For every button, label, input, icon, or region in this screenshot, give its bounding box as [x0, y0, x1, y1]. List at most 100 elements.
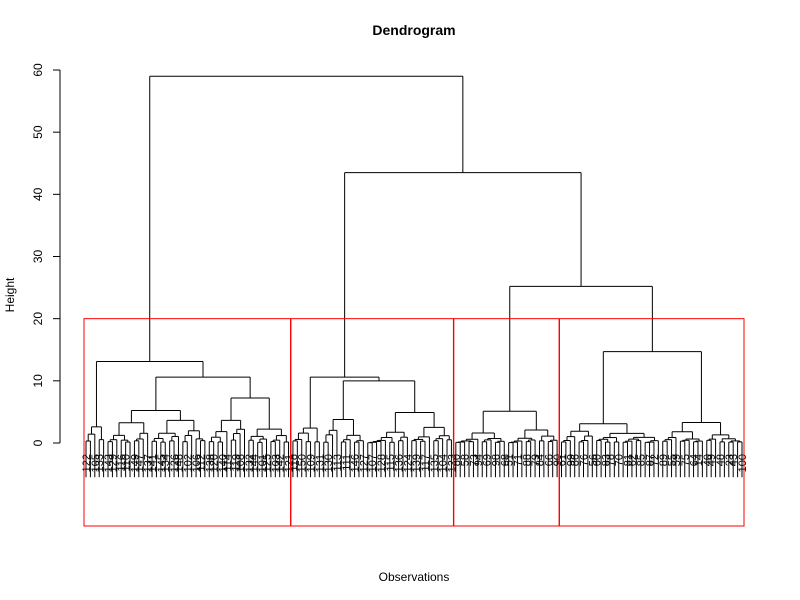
leaf-label: 75 [680, 454, 692, 466]
leaf-label: 90 [552, 454, 564, 466]
leaf-label: 130 [323, 454, 335, 472]
leaf-label: 144 [248, 454, 260, 472]
y-tick-label: 40 [31, 187, 45, 201]
leaf-label: 66 [543, 454, 555, 466]
y-tick-label: 10 [31, 374, 45, 388]
leaf-label: 94 [473, 454, 485, 466]
leaf-label: 115 [385, 454, 397, 472]
leaf-label: 107 [367, 454, 379, 472]
leaf-label: 72 [649, 454, 661, 466]
leaf-label: 126 [169, 454, 181, 472]
leaf-label: 137 [143, 454, 155, 472]
leaf-label: 129 [107, 454, 119, 472]
leaf-label: 86 [570, 454, 582, 466]
leaf-label: 88 [521, 454, 533, 466]
leaf-label: 146 [350, 454, 362, 472]
leaf-label: 48 [715, 454, 727, 466]
leaf-label: 69 [482, 454, 494, 466]
leaf-label: 40 [702, 454, 714, 466]
chart-title: Dendrogram [372, 22, 455, 38]
leaf-label: 149 [129, 454, 141, 472]
leaf-label: 127 [358, 454, 370, 472]
leaf-label: 64 [689, 454, 701, 466]
leaf-label: 104 [438, 454, 450, 472]
leaf-label: 105 [90, 454, 102, 472]
leaf-label: 79 [530, 454, 542, 466]
leaf-label: 59 [671, 454, 683, 466]
leaf-label: 117 [420, 454, 432, 472]
leaf-label: 43 [728, 454, 740, 466]
leaf-label: 87 [645, 454, 657, 466]
leaf-label: 121 [284, 454, 296, 472]
leaf-label: 138 [204, 454, 216, 472]
leaf-label: 23 [724, 454, 736, 466]
y-tick-label: 20 [31, 312, 45, 326]
leaf-label: 76 [579, 454, 591, 466]
leaf-label: 120 [209, 454, 221, 472]
y-tick-label: 60 [31, 63, 45, 77]
y-tick-label: 50 [31, 125, 45, 139]
leaf-label: 14 [693, 454, 705, 466]
leaf-label: 89 [658, 454, 670, 466]
leaf-label: 110 [121, 454, 133, 472]
y-tick-label: 30 [31, 250, 45, 264]
leaf-label: 134 [160, 454, 172, 472]
leaf-label: 145 [156, 454, 168, 472]
leaf-labels: 1221051331431291161101491471371411451341… [81, 454, 749, 472]
leaf-label: 150 [297, 454, 309, 472]
x-axis-label: Observations [379, 570, 450, 584]
leaf-label: 114 [222, 454, 234, 472]
y-axis: 0 10 20 30 40 50 60 [31, 63, 61, 446]
leaf-label: 103 [270, 454, 282, 472]
dendrogram-tree [85, 75, 743, 478]
leaf-label: 133 [94, 454, 106, 472]
leaf-label: 56 [587, 454, 599, 466]
leaf-label: 135 [429, 454, 441, 472]
leaf-label: 132 [244, 454, 256, 472]
leaf-label: 49 [706, 454, 718, 466]
leaf-label: 123 [446, 454, 458, 472]
leaf-label: 116 [116, 454, 128, 472]
leaf-label: 109 [306, 454, 318, 472]
leaf-label: 68 [499, 454, 511, 466]
leaf-label: 71 [512, 454, 524, 466]
leaf-label: 73 [468, 454, 480, 466]
leaf-label: 143 [103, 454, 115, 472]
leaf-label: 136 [394, 454, 406, 472]
leaf-label: 101 [257, 454, 269, 472]
leaf-label: 85 [636, 454, 648, 466]
leaf-label: 70 [614, 454, 626, 466]
leaf-label: 106 [191, 454, 203, 472]
leaf-label: 83 [601, 454, 613, 466]
leaf-label: 51 [504, 454, 516, 466]
leaf-label: 148 [173, 454, 185, 472]
y-axis-label: Height [3, 277, 17, 312]
leaf-label: 141 [147, 454, 159, 472]
leaf-label: 142 [275, 454, 287, 472]
y-tick-label: 0 [31, 439, 45, 446]
leaf-label: 124 [402, 454, 414, 472]
cluster-boxes [83, 318, 745, 527]
leaf-label: 128 [376, 454, 388, 472]
leaf-label: 102 [182, 454, 194, 472]
leaf-label: 98 [490, 454, 502, 466]
leaf-label: 55 [667, 454, 679, 466]
cluster-box-2 [290, 318, 454, 527]
leaf-label: 60 [592, 454, 604, 466]
leaf-label: 62 [627, 454, 639, 466]
leaf-label: 131 [314, 454, 326, 472]
leaf-label: 139 [411, 454, 423, 472]
leaf-label: 81 [623, 454, 635, 466]
leaf-label: 100 [737, 454, 749, 472]
leaf-label: 125 [262, 454, 274, 472]
leaf-label: 78 [605, 454, 617, 466]
leaf-label: 111 [341, 454, 353, 471]
cluster-box-4 [558, 318, 745, 527]
leaf-label: 58 [460, 454, 472, 466]
leaf-label: 113 [332, 454, 344, 472]
cluster-box-1 [83, 318, 292, 527]
leaf-label: 99 [565, 454, 577, 466]
leaf-label: 147 [134, 454, 146, 472]
leaf-label: 112 [195, 454, 207, 472]
